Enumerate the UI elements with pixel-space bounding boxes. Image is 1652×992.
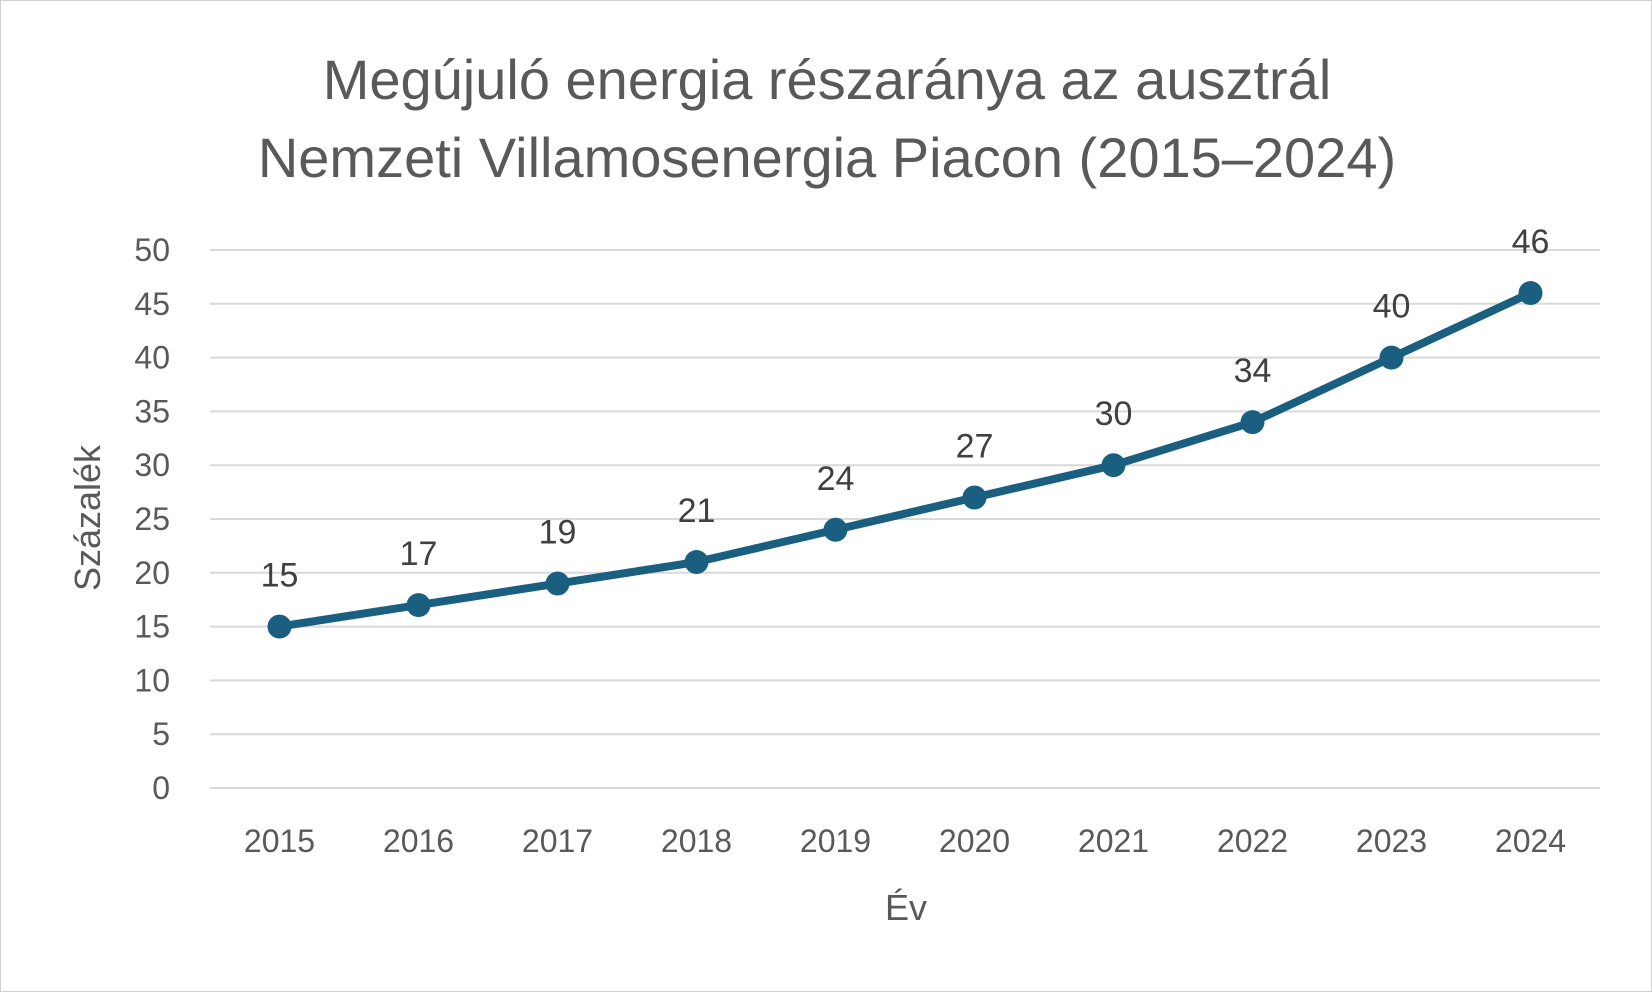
series-layer <box>267 281 1543 639</box>
data-point <box>1379 345 1404 370</box>
data-label: 24 <box>817 460 855 498</box>
y-tick-label: 0 <box>152 770 170 806</box>
y-tick-label: 30 <box>134 447 170 483</box>
x-tick-label: 2018 <box>661 823 732 859</box>
x-tick-label: 2024 <box>1495 823 1566 859</box>
data-point <box>1240 410 1265 435</box>
data-point <box>545 571 570 596</box>
data-label: 27 <box>956 427 994 465</box>
x-tick-label: 2017 <box>522 823 593 859</box>
data-label: 19 <box>539 514 577 552</box>
data-label: 21 <box>678 492 716 530</box>
x-axis-title: Év <box>885 887 927 928</box>
data-point <box>684 550 709 575</box>
chart-title-line-1: Megújuló energia részaránya az ausztrál <box>322 48 1332 111</box>
data-point <box>962 485 987 510</box>
data-label: 34 <box>1234 352 1272 390</box>
data-label: 17 <box>400 535 438 573</box>
x-tick-label: 2022 <box>1217 823 1288 859</box>
x-tick-label: 2016 <box>383 823 454 859</box>
y-axis-title: Százalék <box>67 444 108 591</box>
y-tick-label: 15 <box>134 609 170 645</box>
data-point <box>406 593 431 618</box>
x-tick-label: 2019 <box>800 823 871 859</box>
data-labels: 15 17 19 21 24 27 30 34 40 46 <box>261 223 1550 595</box>
y-tick-label: 50 <box>134 232 170 268</box>
data-point <box>1101 453 1126 478</box>
data-point <box>1518 281 1543 306</box>
x-tick-label: 2021 <box>1078 823 1149 859</box>
data-label: 30 <box>1095 395 1133 433</box>
x-tick-label: 2015 <box>244 823 315 859</box>
series-line <box>275 289 1535 631</box>
data-label: 40 <box>1373 288 1411 326</box>
y-tick-label: 10 <box>134 662 170 698</box>
chart-title: Megújuló energia részaránya az ausztrál … <box>1 41 1652 197</box>
data-label: 46 <box>1512 223 1550 261</box>
x-tick-label: 2023 <box>1356 823 1427 859</box>
y-tick-label: 45 <box>134 286 170 322</box>
gridlines <box>210 249 1600 789</box>
y-tick-label: 5 <box>152 716 170 752</box>
data-point <box>267 614 292 639</box>
y-tick-label: 25 <box>134 501 170 537</box>
y-axis-ticks: 0 5 10 15 20 25 30 35 40 45 50 <box>134 232 170 806</box>
data-label: 15 <box>261 557 299 595</box>
y-tick-label: 20 <box>134 555 170 591</box>
y-tick-label: 35 <box>134 393 170 429</box>
data-point <box>823 517 848 542</box>
x-tick-label: 2020 <box>939 823 1010 859</box>
x-axis-ticks: 2015 2016 2017 2018 2019 2020 2021 2022 2023 2024 <box>244 823 1566 859</box>
chart-title-line-2: Nemzeti Villamosenergia Piacon (2015–202… <box>257 126 1397 189</box>
y-tick-label: 40 <box>134 340 170 376</box>
